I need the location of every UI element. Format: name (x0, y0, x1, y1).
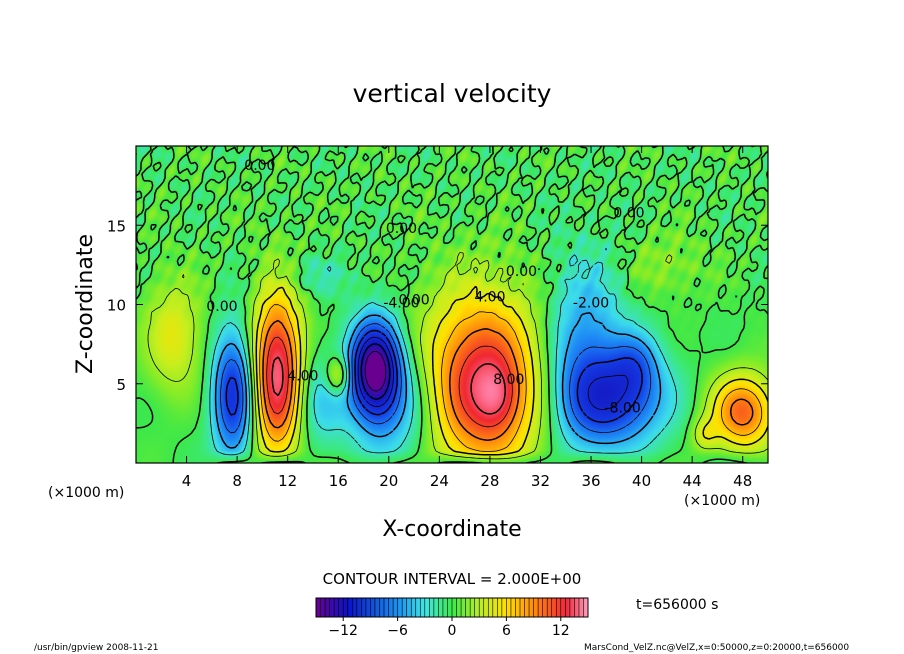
contour-label: 0.00 (398, 293, 429, 309)
colorbar-dividers (320, 598, 584, 617)
y-axis-label: Z-coordinate (73, 234, 98, 374)
x-tick-label: 4 (182, 472, 192, 490)
contour-label: 0.00 (613, 205, 644, 221)
plot-area: 0.000.000.000.00 0.000.00-4.00 4.00 -2.004.… (135, 145, 769, 464)
contour-label: 8.00 (493, 372, 524, 388)
x-tick-label: 8 (232, 472, 242, 490)
x-tick-label: 48 (733, 472, 752, 490)
contour-level-neg6 (220, 323, 652, 434)
chart-title: vertical velocity (353, 79, 552, 108)
colorbar: −12 −6 0 6 12 (315, 597, 589, 639)
x-axis-label: X-coordinate (382, 517, 521, 542)
contour-level-neg12 (360, 343, 391, 400)
x-tick-label: 40 (632, 472, 651, 490)
x-axis: 4 8 12 16 20 24 28 32 36 40 44 48 (182, 146, 752, 490)
x-tick-label: 28 (480, 472, 499, 490)
x-tick-label: 16 (329, 472, 348, 490)
colorbar-ticks: −12 −6 0 6 12 (328, 617, 570, 639)
x-tick-label: 24 (430, 472, 449, 490)
contour-labels: 0.000.000.000.00 0.000.00-4.00 4.00 -2.004.… (206, 158, 644, 417)
contour-label: 0.00 (206, 299, 237, 315)
contour-label: 0.00 (506, 264, 537, 280)
contour-level-8 (262, 319, 754, 441)
time-text: t=656000 s (636, 597, 718, 613)
colorbar-tick-label: 6 (502, 623, 511, 639)
x-tick-label: 32 (531, 472, 550, 490)
y-tick-label: 15 (107, 217, 126, 235)
contour-level-neg2 (209, 248, 677, 456)
contour-label: -2.00 (573, 296, 609, 312)
contour-level-0 (136, 146, 768, 463)
colorbar-tick-label: 0 (448, 623, 457, 639)
contour-level-4 (255, 285, 768, 456)
contour-label: 0.00 (244, 158, 275, 174)
contour-label: 0.00 (386, 221, 417, 237)
x-axis-unit-left: (×1000 m) (48, 485, 124, 501)
contour-label: 4.00 (474, 289, 505, 305)
x-axis-unit-right: (×1000 m) (684, 493, 760, 509)
contour-level-10 (266, 336, 513, 428)
contour-level-neg4 (214, 312, 662, 449)
contour-label: -8.00 (605, 400, 641, 416)
x-tick-label: 20 (379, 472, 398, 490)
contour-label: -4.00 (383, 296, 419, 312)
footer-right: MarsCond_VelZ.nc@VelZ,x=0:50000,z=0:2000… (584, 643, 849, 653)
contour-level-6 (259, 304, 763, 452)
contour-level-neg14 (364, 351, 387, 392)
contour-label: 4.00 (287, 369, 318, 385)
x-tick-label: 44 (683, 472, 702, 490)
y-axis: 5 10 15 (107, 217, 768, 394)
x-tick-label: 12 (278, 472, 297, 490)
contour-level-2 (147, 252, 768, 460)
y-tick-label: 5 (116, 376, 126, 394)
colorbar-tick-label: 12 (552, 623, 570, 639)
footer-left: /usr/bin/gpview 2008-11-21 (34, 643, 158, 653)
contour-level-12 (271, 356, 506, 415)
colorbar-tick-label: −6 (387, 623, 408, 639)
contour-interval-text: CONTOUR INTERVAL = 2.000E+00 (323, 570, 582, 588)
contour-level-neg10 (357, 336, 629, 410)
contour-level-neg8 (225, 329, 643, 423)
y-tick-label: 10 (107, 297, 126, 315)
colorbar-tick-label: −12 (328, 623, 358, 639)
x-tick-label: 36 (581, 472, 600, 490)
contour-lines (136, 146, 768, 463)
